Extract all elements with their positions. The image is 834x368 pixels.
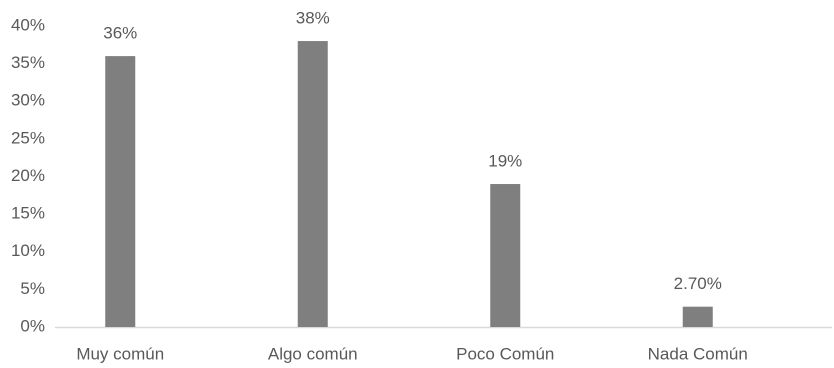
- y-tick-label: 30%: [11, 91, 45, 110]
- bar: [490, 184, 521, 327]
- data-label: 38%: [296, 9, 330, 28]
- bar: [105, 56, 136, 327]
- y-tick-label: 40%: [11, 15, 45, 34]
- y-tick-label: 0%: [20, 316, 45, 335]
- y-tick-label: 20%: [11, 166, 45, 185]
- y-tick-label: 5%: [20, 279, 45, 298]
- data-label: 36%: [103, 24, 137, 43]
- bar: [682, 306, 713, 327]
- x-tick-label: Muy común: [76, 344, 164, 363]
- data-label: 19%: [488, 152, 522, 171]
- y-tick-label: 10%: [11, 241, 45, 260]
- x-tick-label: Poco Común: [456, 344, 554, 363]
- y-tick-label: 15%: [11, 204, 45, 223]
- data-label: 2.70%: [674, 274, 722, 293]
- y-tick-label: 25%: [11, 128, 45, 147]
- x-tick-label: Nada Común: [648, 344, 748, 363]
- y-tick-label: 35%: [11, 53, 45, 72]
- x-tick-label: Algo común: [268, 344, 358, 363]
- bar: [297, 41, 328, 328]
